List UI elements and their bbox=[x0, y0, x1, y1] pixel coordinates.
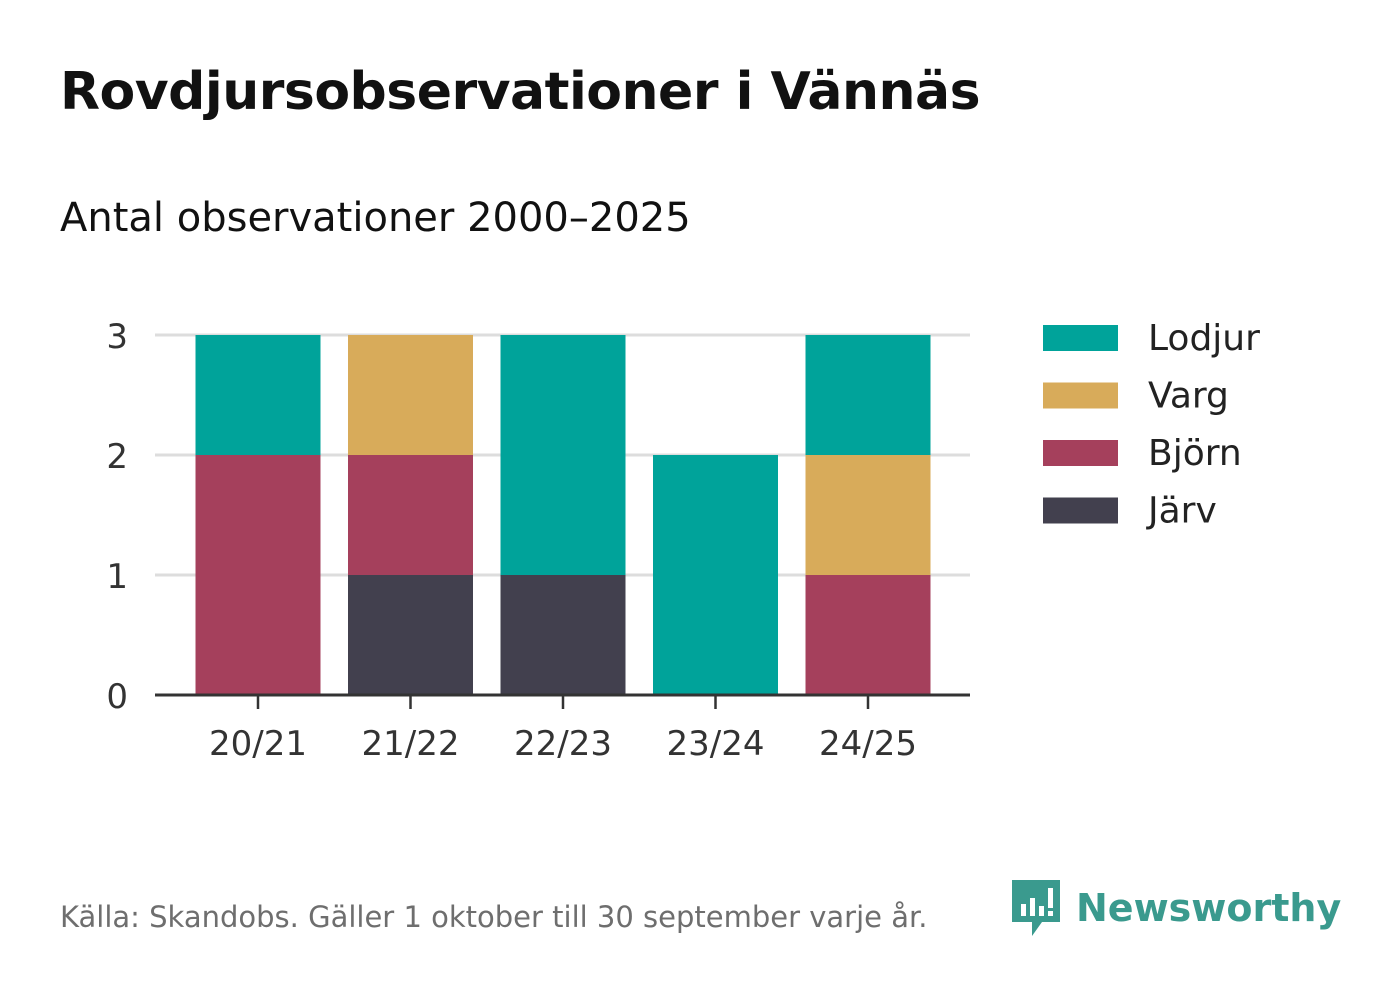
y-tick-label: 0 bbox=[106, 677, 128, 717]
newsworthy-logo-icon bbox=[1012, 880, 1060, 936]
legend-label-lodjur: Lodjur bbox=[1148, 318, 1260, 359]
bar-segment-björn bbox=[805, 575, 931, 695]
y-tick-label: 1 bbox=[106, 557, 128, 597]
brand-name: Newsworthy bbox=[1076, 886, 1342, 930]
x-tick-label: 24/25 bbox=[819, 724, 917, 764]
legend-swatch-björn bbox=[1043, 440, 1118, 466]
bar-segment-lodjur bbox=[500, 335, 626, 575]
brand-logo: Newsworthy bbox=[1010, 878, 1341, 938]
bar-segment-lodjur bbox=[805, 335, 931, 455]
bar-segment-björn bbox=[195, 455, 321, 695]
legend-swatch-lodjur bbox=[1043, 325, 1118, 351]
bar-segment-varg bbox=[348, 335, 473, 455]
x-tick-label: 20/21 bbox=[209, 724, 307, 764]
bar-segment-björn bbox=[348, 455, 473, 575]
bar-segment-järv bbox=[500, 575, 626, 695]
x-tick-label: 23/24 bbox=[667, 724, 765, 764]
x-tick-label: 22/23 bbox=[514, 724, 612, 764]
bar-segment-lodjur bbox=[653, 455, 778, 695]
source-note: Källa: Skandobs. Gäller 1 oktober till 3… bbox=[60, 900, 928, 934]
x-tick-label: 21/22 bbox=[362, 724, 460, 764]
legend-label-järv: Järv bbox=[1146, 491, 1217, 532]
stacked-bar-chart: 0 1 2 3 20/21 21/22 22/23 23/24 24/25 Lodjur Varg B… bbox=[106, 317, 1260, 764]
bar-segment-lodjur bbox=[195, 335, 321, 455]
legend-label-varg: Varg bbox=[1148, 376, 1229, 417]
chart-subtitle: Antal observationer 2000–2025 bbox=[60, 195, 691, 241]
legend-label-björn: Björn bbox=[1148, 433, 1242, 474]
chart-title: Rovdjursobservationer i Vännäs bbox=[60, 62, 981, 122]
bar-segment-järv bbox=[348, 575, 473, 695]
y-tick-label: 3 bbox=[106, 317, 128, 357]
y-tick-label: 2 bbox=[106, 437, 128, 477]
bar-segment-varg bbox=[805, 455, 931, 575]
legend-swatch-varg bbox=[1043, 382, 1118, 409]
legend-swatch-järv bbox=[1043, 497, 1118, 524]
